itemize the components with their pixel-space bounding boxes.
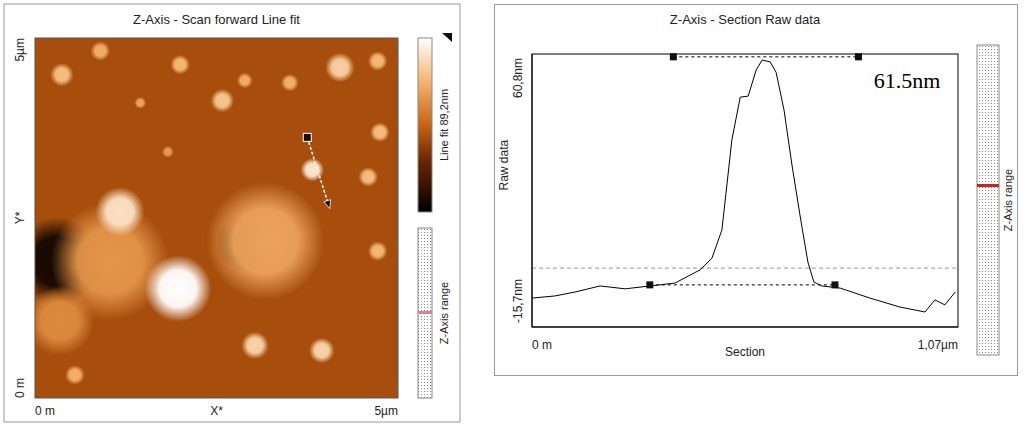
svg-text:0 m: 0 m [35, 404, 55, 418]
svg-text:5µm: 5µm [13, 38, 27, 62]
svg-text:-15,7nm: -15,7nm [511, 279, 525, 323]
svg-text:Z-Axis - Section Raw data: Z-Axis - Section Raw data [670, 12, 821, 27]
svg-text:Section: Section [725, 345, 765, 359]
svg-text:Z-Axis range: Z-Axis range [1002, 169, 1014, 231]
svg-text:0 m: 0 m [13, 378, 27, 398]
svg-text:Raw data: Raw data [497, 139, 511, 190]
svg-text:61.5nm: 61.5nm [874, 68, 941, 93]
svg-text:0 m: 0 m [532, 338, 552, 352]
svg-text:X*: X* [210, 404, 223, 418]
svg-text:Line fit 89,2nm: Line fit 89,2nm [438, 89, 450, 161]
svg-text:60,8nm: 60,8nm [511, 58, 525, 98]
svg-text:1,07µm: 1,07µm [918, 338, 958, 352]
svg-text:Z-Axis range: Z-Axis range [438, 282, 450, 344]
svg-text:Z-Axis - Scan forward Line f: Z-Axis - Scan forward Line fit [133, 12, 300, 27]
svg-text:Y*: Y* [13, 211, 27, 224]
svg-text:5µm: 5µm [374, 404, 398, 418]
